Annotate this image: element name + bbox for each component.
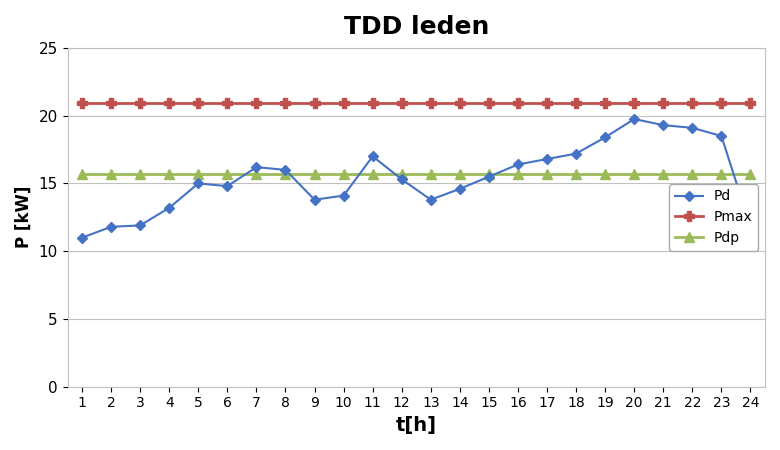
Pd (339, 193, 349, 198)
Pd (426, 197, 435, 202)
Line: Pd: Pd (79, 116, 754, 241)
Pd (601, 135, 610, 140)
Pd (193, 181, 203, 186)
Pd (136, 223, 145, 228)
Pmax (106, 101, 115, 106)
Pmax (542, 101, 551, 106)
Pd (688, 125, 697, 130)
Pd (368, 153, 378, 159)
Line: Pmax: Pmax (77, 99, 755, 108)
Pd (397, 177, 406, 182)
Pd (746, 224, 755, 230)
Pmax (281, 101, 290, 106)
Pdp (629, 171, 639, 177)
Pdp (397, 171, 406, 177)
Pmax (222, 101, 232, 106)
Pd (281, 167, 290, 172)
Pd (456, 186, 465, 192)
Pdp (426, 171, 435, 177)
Pmax (165, 101, 174, 106)
Title: TDD leden: TDD leden (343, 15, 489, 39)
Pd (222, 184, 232, 189)
Pmax (572, 101, 581, 106)
Pdp (484, 171, 494, 177)
Pdp (456, 171, 465, 177)
Pdp (136, 171, 145, 177)
Pd (484, 174, 494, 180)
Pdp (746, 171, 755, 177)
Pmax (746, 101, 755, 106)
Pdp (572, 171, 581, 177)
Pdp (658, 171, 668, 177)
Pmax (368, 101, 378, 106)
Pd (513, 162, 523, 167)
Pdp (513, 171, 523, 177)
Pmax (601, 101, 610, 106)
Pd (717, 133, 726, 139)
Pd (106, 224, 115, 230)
Pmax (629, 101, 639, 106)
Pdp (222, 171, 232, 177)
Legend: Pd, Pmax, Pdp: Pd, Pmax, Pdp (669, 184, 758, 251)
Pmax (688, 101, 697, 106)
Pmax (252, 101, 261, 106)
X-axis label: t[h]: t[h] (395, 416, 437, 435)
Pdp (601, 171, 610, 177)
Pdp (252, 171, 261, 177)
Pmax (77, 101, 87, 106)
Pd (310, 197, 319, 202)
Pmax (136, 101, 145, 106)
Pmax (456, 101, 465, 106)
Pdp (688, 171, 697, 177)
Y-axis label: P [kW]: P [kW] (15, 186, 33, 248)
Pdp (310, 171, 319, 177)
Pdp (165, 171, 174, 177)
Pd (572, 151, 581, 156)
Pmax (484, 101, 494, 106)
Pmax (339, 101, 349, 106)
Pmax (310, 101, 319, 106)
Pmax (397, 101, 406, 106)
Pmax (717, 101, 726, 106)
Pdp (106, 171, 115, 177)
Pdp (368, 171, 378, 177)
Pmax (426, 101, 435, 106)
Pdp (542, 171, 551, 177)
Pd (77, 235, 87, 240)
Pd (542, 156, 551, 162)
Pd (165, 205, 174, 211)
Pd (629, 117, 639, 122)
Line: Pdp: Pdp (77, 169, 755, 179)
Pmax (513, 101, 523, 106)
Pd (252, 164, 261, 170)
Pdp (193, 171, 203, 177)
Pdp (281, 171, 290, 177)
Pdp (717, 171, 726, 177)
Pdp (339, 171, 349, 177)
Pmax (193, 101, 203, 106)
Pdp (77, 171, 87, 177)
Pd (658, 122, 668, 128)
Pmax (658, 101, 668, 106)
